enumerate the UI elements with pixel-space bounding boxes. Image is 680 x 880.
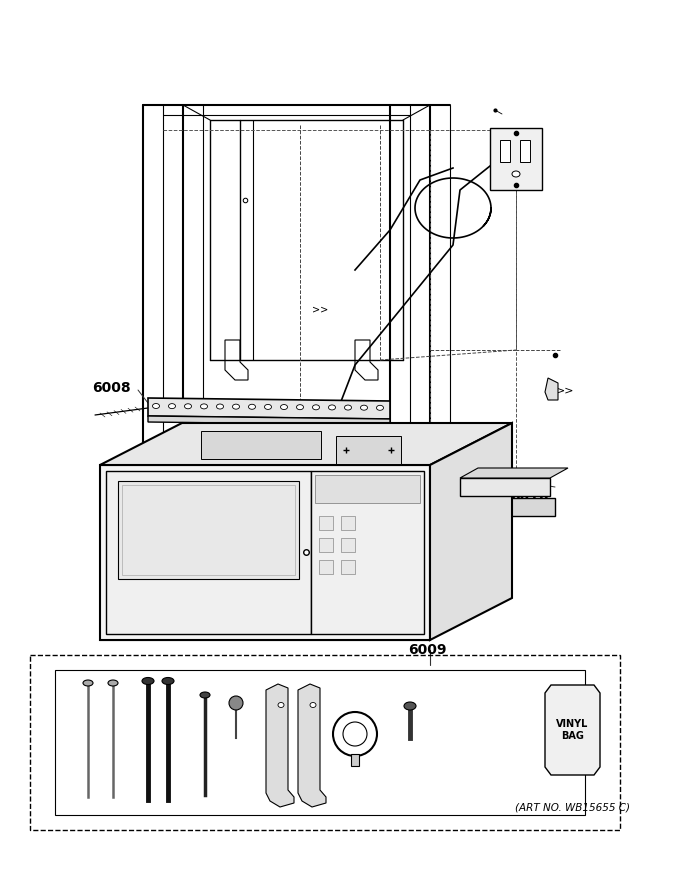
Ellipse shape bbox=[248, 404, 256, 409]
Bar bbox=[118, 481, 299, 579]
Ellipse shape bbox=[360, 405, 367, 410]
Bar bbox=[319, 538, 333, 552]
Text: >>: >> bbox=[312, 305, 328, 315]
Polygon shape bbox=[100, 423, 512, 465]
Bar bbox=[106, 471, 311, 634]
Ellipse shape bbox=[280, 405, 288, 409]
Ellipse shape bbox=[169, 404, 175, 408]
Polygon shape bbox=[148, 416, 390, 425]
Bar bbox=[341, 538, 355, 552]
Ellipse shape bbox=[404, 702, 416, 710]
Circle shape bbox=[229, 696, 243, 710]
Ellipse shape bbox=[200, 692, 210, 698]
Ellipse shape bbox=[310, 702, 316, 708]
Bar bbox=[490, 128, 542, 190]
Bar bbox=[311, 471, 424, 634]
Ellipse shape bbox=[377, 406, 384, 410]
Ellipse shape bbox=[328, 405, 335, 410]
Text: 6009: 6009 bbox=[408, 643, 447, 657]
Ellipse shape bbox=[313, 405, 320, 410]
Polygon shape bbox=[545, 685, 600, 775]
Polygon shape bbox=[460, 478, 550, 496]
Polygon shape bbox=[545, 378, 558, 400]
Circle shape bbox=[343, 722, 367, 746]
Bar bbox=[30, 655, 620, 830]
Bar bbox=[122, 485, 294, 575]
Text: >>: >> bbox=[556, 385, 574, 395]
Ellipse shape bbox=[216, 404, 224, 409]
Ellipse shape bbox=[296, 405, 303, 410]
Bar bbox=[336, 436, 401, 464]
Text: 6011: 6011 bbox=[510, 469, 549, 483]
Ellipse shape bbox=[512, 171, 520, 177]
Bar bbox=[341, 516, 355, 530]
Bar bbox=[315, 475, 420, 503]
Ellipse shape bbox=[152, 404, 160, 408]
Bar bbox=[319, 516, 333, 530]
Polygon shape bbox=[100, 465, 430, 640]
Polygon shape bbox=[465, 498, 555, 516]
Bar bbox=[201, 431, 321, 459]
Text: (ART NO. WB15655 C): (ART NO. WB15655 C) bbox=[515, 803, 630, 813]
Polygon shape bbox=[148, 398, 390, 419]
Bar bbox=[55, 670, 585, 815]
Polygon shape bbox=[460, 468, 568, 478]
Polygon shape bbox=[430, 423, 512, 640]
Bar bbox=[520, 140, 530, 162]
Ellipse shape bbox=[162, 678, 174, 685]
Polygon shape bbox=[266, 684, 294, 807]
Bar bbox=[500, 140, 510, 162]
Ellipse shape bbox=[83, 680, 93, 686]
Ellipse shape bbox=[201, 404, 207, 409]
Ellipse shape bbox=[265, 405, 271, 409]
Ellipse shape bbox=[233, 404, 239, 409]
Text: VINYL
BAG: VINYL BAG bbox=[556, 719, 589, 741]
Bar bbox=[351, 754, 359, 766]
Ellipse shape bbox=[108, 680, 118, 686]
Text: 6010: 6010 bbox=[510, 489, 549, 503]
Ellipse shape bbox=[278, 702, 284, 708]
Polygon shape bbox=[298, 684, 326, 807]
Ellipse shape bbox=[184, 404, 192, 408]
Bar bbox=[319, 560, 333, 574]
Ellipse shape bbox=[142, 678, 154, 685]
Ellipse shape bbox=[345, 405, 352, 410]
Text: 6008: 6008 bbox=[92, 381, 131, 395]
Bar bbox=[341, 560, 355, 574]
